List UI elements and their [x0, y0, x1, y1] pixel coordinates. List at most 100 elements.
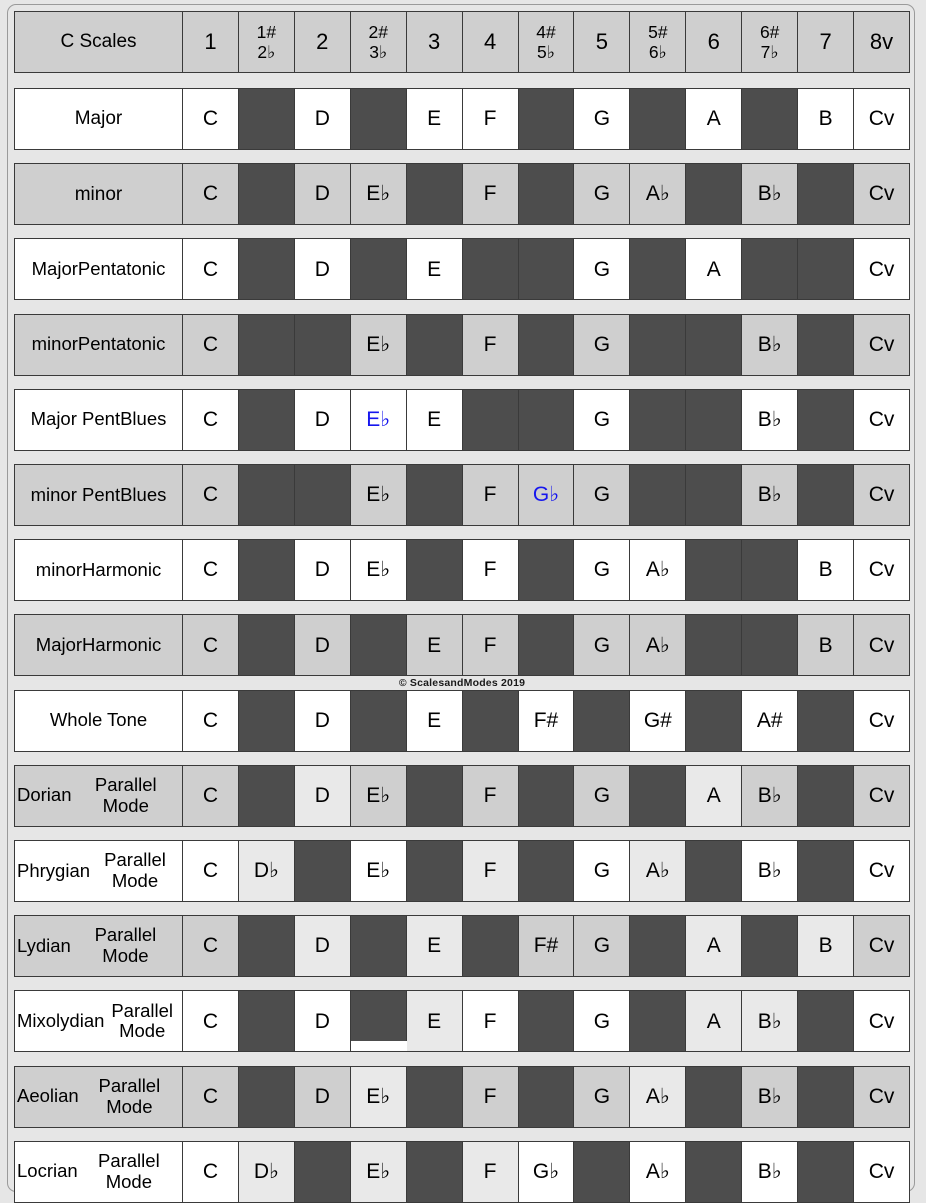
scale-row[interactable]: Phrygian Parallel Mode C D♭ E♭ F G A♭ B♭ Cv	[14, 840, 910, 902]
note-cell[interactable]: E♭	[350, 465, 407, 525]
note-cell[interactable]: E♭	[350, 314, 407, 375]
note-cell[interactable]: C	[183, 916, 239, 977]
note-cell[interactable]: B♭	[742, 841, 799, 901]
note-cell[interactable]: G	[574, 991, 631, 1052]
scale-row[interactable]: Major C D E F G A B Cv	[14, 88, 910, 150]
note-cell[interactable]: D	[294, 615, 351, 676]
note-cell[interactable]: Cv	[854, 1066, 909, 1127]
note-cell[interactable]: E	[406, 690, 463, 751]
note-cell[interactable]: B♭	[742, 1066, 799, 1127]
scale-row[interactable]: Major Pent Blues C D E♭ E G B♭ Cv	[14, 388, 910, 451]
note-cell[interactable]: F	[462, 615, 519, 676]
note-cell[interactable]: F	[462, 841, 519, 901]
note-cell[interactable]: D	[294, 389, 351, 450]
note-cell[interactable]: F	[462, 1141, 519, 1202]
note-cell[interactable]: B♭	[742, 389, 799, 450]
note-cell[interactable]: C	[183, 765, 239, 826]
note-cell[interactable]: F	[462, 540, 519, 601]
scale-row[interactable]: Major Pentatonic C D E G A Cv	[14, 238, 910, 301]
note-cell[interactable]: D♭	[238, 1141, 295, 1202]
note-cell[interactable]: C	[183, 841, 239, 901]
note-cell[interactable]: Cv	[854, 841, 909, 901]
note-cell[interactable]: C	[183, 164, 239, 225]
note-cell[interactable]: G	[574, 615, 631, 676]
scale-row[interactable]: minor C D E♭ F G A♭ B♭ Cv	[14, 163, 910, 226]
note-cell[interactable]: C	[183, 389, 239, 450]
note-cell[interactable]: G	[574, 765, 631, 826]
scale-row[interactable]: minor Pentatonic C E♭ F G B♭ Cv	[14, 313, 910, 376]
note-cell[interactable]: C	[183, 465, 239, 525]
note-cell[interactable]: D	[294, 1066, 351, 1127]
note-cell[interactable]: E♭	[350, 1066, 407, 1127]
note-cell[interactable]: G♭	[518, 1141, 575, 1202]
note-cell[interactable]: A♭	[630, 1141, 687, 1202]
note-cell[interactable]: D	[294, 991, 351, 1052]
note-cell[interactable]: G	[574, 89, 631, 149]
note-cell[interactable]: B	[798, 540, 855, 601]
note-cell[interactable]: Cv	[854, 540, 909, 601]
note-cell[interactable]: G	[574, 389, 631, 450]
note-cell[interactable]: Cv	[854, 690, 909, 751]
note-cell[interactable]: Cv	[854, 89, 909, 149]
scale-row[interactable]: Dorian Parallel Mode C D E♭ F G A B♭ Cv	[14, 764, 910, 827]
note-cell[interactable]: B♭	[742, 765, 799, 826]
note-cell[interactable]: G	[574, 465, 631, 525]
note-cell[interactable]: C	[183, 89, 239, 149]
note-cell[interactable]: D	[294, 239, 351, 300]
note-cell[interactable]: A♭	[630, 540, 687, 601]
note-cell[interactable]: E♭	[350, 841, 407, 901]
note-cell[interactable]: F	[462, 991, 519, 1052]
note-cell[interactable]: E♭	[350, 765, 407, 826]
note-cell[interactable]: C	[183, 314, 239, 375]
note-cell[interactable]: A♭	[630, 615, 687, 676]
note-cell[interactable]: D	[294, 540, 351, 601]
note-cell[interactable]: Cv	[854, 615, 909, 676]
note-cell[interactable]: E♭	[350, 389, 407, 450]
scale-row[interactable]: Major Harmonic C D E F G A♭ B Cv	[14, 614, 910, 677]
note-cell[interactable]: A♭	[630, 164, 687, 225]
note-cell[interactable]: C	[183, 1066, 239, 1127]
scale-row[interactable]: minor Pent Blues C E♭ F G♭ G B♭ Cv	[14, 464, 910, 526]
note-cell[interactable]: B♭	[742, 164, 799, 225]
note-cell[interactable]: G	[574, 239, 631, 300]
note-cell[interactable]: G	[574, 1066, 631, 1127]
note-cell[interactable]: A♭	[630, 841, 687, 901]
note-cell[interactable]: A#	[742, 690, 799, 751]
note-cell[interactable]: A	[686, 239, 743, 300]
note-cell[interactable]: G	[574, 916, 631, 977]
note-cell[interactable]: F	[462, 164, 519, 225]
note-cell[interactable]: B♭	[742, 465, 799, 525]
note-cell[interactable]: F	[462, 465, 519, 525]
note-cell[interactable]: E	[406, 89, 463, 149]
note-cell[interactable]: B	[798, 615, 855, 676]
note-cell[interactable]: F#	[518, 916, 575, 977]
note-cell[interactable]: Cv	[854, 1141, 909, 1202]
note-cell[interactable]: Cv	[854, 765, 909, 826]
note-cell[interactable]: G	[574, 540, 631, 601]
note-cell[interactable]: D	[294, 916, 351, 977]
note-cell[interactable]: D	[294, 765, 351, 826]
note-cell[interactable]: E	[406, 389, 463, 450]
note-cell[interactable]: E♭	[350, 540, 407, 601]
note-cell[interactable]: D	[294, 89, 351, 149]
note-cell[interactable]: E♭	[350, 164, 407, 225]
note-cell[interactable]: G	[574, 841, 631, 901]
note-cell[interactable]: A♭	[630, 1066, 687, 1127]
note-cell[interactable]: E	[406, 615, 463, 676]
note-cell[interactable]: A	[686, 765, 743, 826]
note-cell[interactable]: C	[183, 690, 239, 751]
note-cell[interactable]: G	[574, 314, 631, 375]
note-cell[interactable]: C	[183, 239, 239, 300]
note-cell[interactable]: Cv	[854, 389, 909, 450]
note-cell[interactable]: G#	[630, 690, 687, 751]
scale-row[interactable]: Whole Tone C D E F# G# A# Cv	[14, 689, 910, 752]
note-cell[interactable]: F#	[518, 690, 575, 751]
note-cell[interactable]: B	[798, 89, 855, 149]
note-cell[interactable]: G♭	[518, 465, 575, 525]
note-cell[interactable]: F	[462, 314, 519, 375]
note-cell[interactable]: Cv	[854, 916, 909, 977]
note-cell[interactable]: D	[294, 690, 351, 751]
note-cell[interactable]: D	[294, 164, 351, 225]
scale-row[interactable]: minor Harmonic C D E♭ F G A♭ B Cv	[14, 539, 910, 602]
note-cell[interactable]: F	[462, 765, 519, 826]
